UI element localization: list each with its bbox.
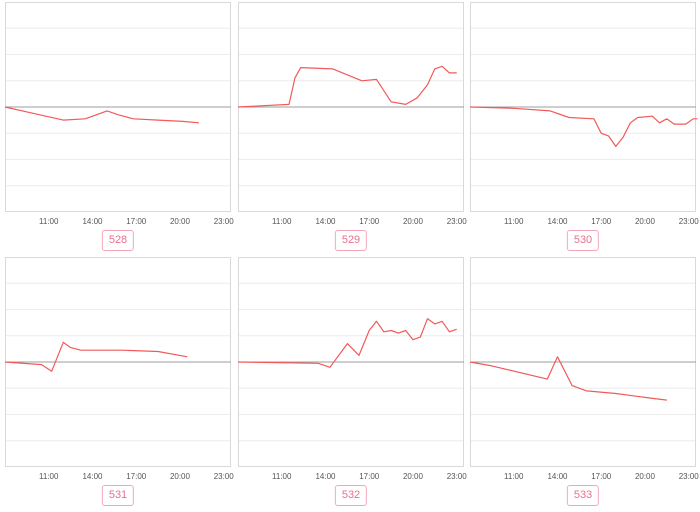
x-tick-label: 11:00 <box>504 472 524 481</box>
chart-panel-528: 11:00 14:00 17:00 20:00 23:00 528 <box>4 2 234 257</box>
x-tick-label: 14:00 <box>82 217 103 226</box>
chart-id-badge[interactable]: 528 <box>101 230 135 251</box>
chart-svg-532: 11:00 14:00 17:00 20:00 23:00 <box>237 257 467 481</box>
x-tick-label: 20:00 <box>635 217 656 226</box>
x-tick-label: 23:00 <box>679 217 700 226</box>
x-tick-label: 17:00 <box>126 217 147 226</box>
x-tick-label: 11:00 <box>504 217 524 226</box>
x-tick-label: 14:00 <box>547 472 568 481</box>
chart-svg-531: 11:00 14:00 17:00 20:00 23:00 <box>4 257 234 481</box>
series-line-530 <box>469 106 698 147</box>
series-line-529 <box>237 65 457 108</box>
x-tick-label: 14:00 <box>315 472 336 481</box>
series-line-533 <box>469 356 667 401</box>
x-tick-label: 11:00 <box>39 472 59 481</box>
x-tick-label: 23:00 <box>447 472 468 481</box>
x-tick-label: 11:00 <box>272 472 292 481</box>
x-tick-label: 23:00 <box>214 217 235 226</box>
chart-panel-529: 11:00 14:00 17:00 20:00 23:00 529 <box>237 2 467 257</box>
chart-svg-529: 11:00 14:00 17:00 20:00 23:00 <box>237 2 467 226</box>
chart-id-badge[interactable]: 529 <box>334 230 368 251</box>
series-line-531 <box>4 341 188 372</box>
x-tick-label: 20:00 <box>170 472 191 481</box>
x-tick-label: 17:00 <box>359 472 380 481</box>
x-tick-label: 14:00 <box>315 217 336 226</box>
x-tick-label: 14:00 <box>82 472 103 481</box>
chart-svg-530: 11:00 14:00 17:00 20:00 23:00 <box>469 2 699 226</box>
chart-panel-530: 11:00 14:00 17:00 20:00 23:00 530 <box>469 2 699 257</box>
x-tick-label: 17:00 <box>126 472 147 481</box>
chart-svg-533: 11:00 14:00 17:00 20:00 23:00 <box>469 257 699 481</box>
chart-id-badge[interactable]: 531 <box>101 485 135 506</box>
chart-id-badge[interactable]: 533 <box>566 485 600 506</box>
x-tick-label: 20:00 <box>170 217 191 226</box>
chart-panel-531: 11:00 14:00 17:00 20:00 23:00 531 <box>4 257 234 512</box>
x-tick-label: 14:00 <box>547 217 568 226</box>
chart-id-badge[interactable]: 530 <box>566 230 600 251</box>
chart-panel-533: 11:00 14:00 17:00 20:00 23:00 533 <box>469 257 699 512</box>
x-tick-label: 11:00 <box>39 217 59 226</box>
chart-svg-528: 11:00 14:00 17:00 20:00 23:00 <box>4 2 234 226</box>
x-tick-label: 17:00 <box>359 217 380 226</box>
x-tick-label: 23:00 <box>679 472 700 481</box>
chart-panel-532: 11:00 14:00 17:00 20:00 23:00 532 <box>237 257 467 512</box>
x-tick-label: 17:00 <box>591 472 612 481</box>
x-tick-label: 23:00 <box>447 217 468 226</box>
x-tick-label: 20:00 <box>403 472 424 481</box>
x-tick-label: 11:00 <box>272 217 292 226</box>
chart-id-badge[interactable]: 532 <box>334 485 368 506</box>
x-tick-label: 23:00 <box>214 472 235 481</box>
series-line-532 <box>237 318 457 368</box>
series-line-528 <box>4 106 199 124</box>
x-tick-label: 17:00 <box>591 217 612 226</box>
x-tick-label: 20:00 <box>635 472 656 481</box>
x-tick-label: 20:00 <box>403 217 424 226</box>
